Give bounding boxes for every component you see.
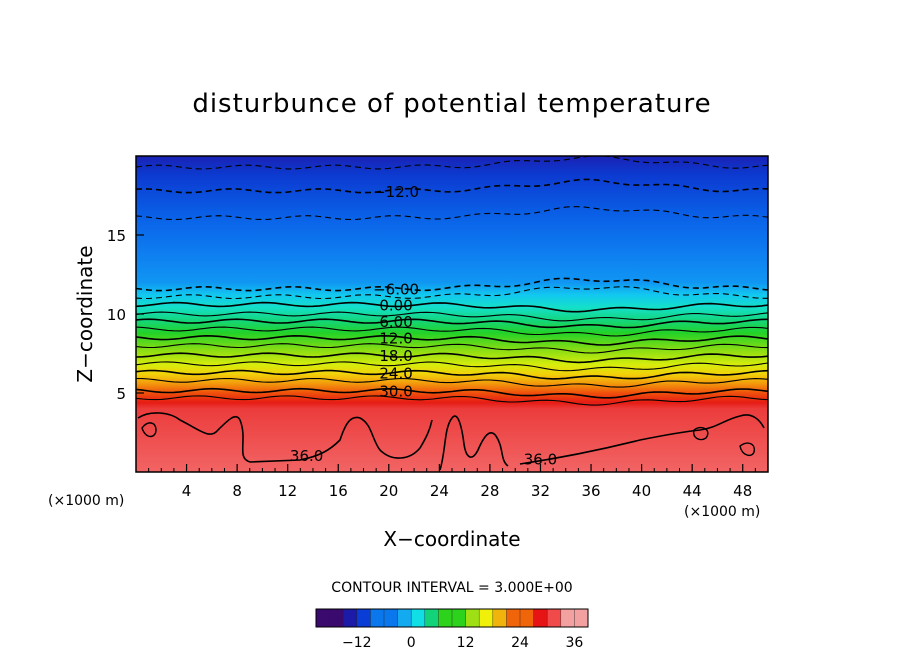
colorbar-tick-label: −12: [342, 635, 372, 651]
contour-label: 12.0: [379, 330, 412, 348]
contour-line: [136, 311, 768, 322]
contour-label: −6.00: [373, 281, 419, 299]
contour-line: [136, 352, 768, 364]
colorbar: −12 0 12 24 36: [315, 608, 589, 651]
y-axis-label: Z−coordinate: [73, 245, 97, 382]
contour-36-regions: [137, 412, 765, 471]
contour-line: [136, 206, 768, 221]
contour-line: [136, 156, 768, 170]
colorbar-cell: [547, 609, 562, 627]
x-tick-label: 4: [182, 482, 192, 500]
contour-lines: [136, 156, 768, 406]
x-tick-label: 8: [232, 482, 242, 500]
contour-line: [136, 178, 768, 194]
contour-line: [136, 286, 768, 300]
contour-label: 36.0: [524, 450, 557, 468]
colorbar-cell: [520, 609, 534, 627]
contour-36-mid: [439, 415, 509, 471]
colorbar-cell: [411, 609, 426, 627]
y-tick-label: 10: [107, 306, 126, 324]
colorbar-cells: [315, 609, 589, 627]
x-tick-label: 40: [632, 482, 651, 500]
x-tick-label: 36: [581, 482, 600, 500]
colorbar-cell: [384, 609, 398, 627]
contour-36-left: [137, 412, 433, 463]
contour-label: 30.0: [379, 383, 412, 401]
contour-label: 24.0: [379, 364, 412, 382]
y-tick-label: 15: [107, 227, 126, 245]
x-tick-label: 12: [278, 482, 297, 500]
contour-label: −12.0: [373, 183, 419, 201]
contour-label: 0.00: [379, 297, 412, 315]
colorbar-cell: [574, 609, 589, 627]
colorbar-cell: [424, 609, 439, 627]
x-tick-label: 28: [480, 482, 499, 500]
colorbar-cell: [329, 609, 344, 627]
colorbar-tick-label: 36: [565, 635, 583, 651]
colorbar-cell: [465, 609, 480, 627]
contour-label: 36.0: [290, 447, 323, 465]
colorbar-cell: [479, 609, 494, 627]
contour-line: [136, 395, 768, 406]
x-unit-label: (×1000 m): [684, 504, 760, 520]
x-axis-label: X−coordinate: [383, 527, 520, 551]
colorbar-tick-label: 24: [511, 635, 529, 651]
chart-title: disturbunce of potential temperature: [192, 89, 711, 119]
x-tick-label: 24: [430, 482, 449, 500]
contour-line: [136, 318, 768, 329]
colorbar-cell: [438, 609, 453, 627]
contour-line: [136, 387, 768, 399]
colorbar-cell: [560, 609, 575, 627]
x-tick-label: 16: [329, 482, 348, 500]
y-tick-label: 5: [116, 385, 126, 403]
contour-line: [136, 369, 768, 380]
colorbar-frame: [315, 608, 589, 628]
contour-line: [136, 334, 768, 346]
colorbar-cell: [506, 609, 521, 627]
colorbar-cell: [370, 609, 385, 627]
contour-line: [136, 377, 768, 388]
colorbar-tick-label: 12: [457, 635, 475, 651]
contour-line: [136, 301, 768, 313]
colorbar-cell: [356, 609, 371, 627]
x-tick-label: 44: [683, 482, 702, 500]
contour-line: [136, 326, 768, 337]
contour-line: [136, 343, 768, 354]
colorbar-cell: [397, 609, 412, 627]
colorbar-cell: [452, 609, 466, 627]
contour-line: [136, 277, 768, 292]
colorbar-cell: [316, 609, 330, 627]
contour-36-right: [519, 414, 765, 465]
colorbar-cell: [492, 609, 507, 627]
colorbar-tick-label: 0: [407, 635, 416, 651]
x-tick-label: 32: [531, 482, 550, 500]
x-tick-label: 48: [733, 482, 752, 500]
contour-36-small: [141, 422, 755, 457]
colorbar-cell: [533, 609, 548, 627]
x-tick-label: 20: [379, 482, 398, 500]
contour-label: 18.0: [379, 347, 412, 365]
y-unit-label: (×1000 m): [48, 493, 124, 509]
contour-label: 6.00: [379, 313, 412, 331]
contour-interval-text: CONTOUR INTERVAL = 3.000E+00: [331, 580, 572, 596]
colorbar-cell: [343, 609, 358, 627]
contour-line: [136, 361, 768, 372]
colorbar-ticks: −12 0 12 24 36: [342, 635, 583, 651]
